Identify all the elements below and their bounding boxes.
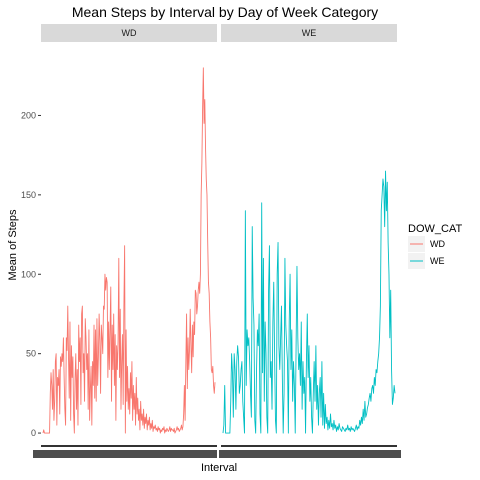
y-axis-title: Mean of Steps xyxy=(7,209,19,280)
y-tick-label: 50 xyxy=(26,349,36,359)
y-axis: 0 50 100 150 200 xyxy=(21,110,41,438)
series-line-we xyxy=(222,170,396,434)
legend-label-wd: WD xyxy=(430,239,445,249)
panel-wd xyxy=(41,44,217,441)
strip-we xyxy=(221,24,397,42)
strip-label-wd: WD xyxy=(122,28,137,38)
y-tick-label: 200 xyxy=(21,110,36,120)
series-line-wd xyxy=(42,67,216,434)
strip-wd xyxy=(41,24,217,42)
facet-we: WE xyxy=(219,24,401,458)
y-tick-label: 0 xyxy=(31,428,36,438)
legend-label-we: WE xyxy=(430,256,445,266)
x-tick-labels-wd xyxy=(33,450,217,458)
strip-label-we: WE xyxy=(302,28,317,38)
panel-we xyxy=(221,44,397,441)
x-axis-title: Interval xyxy=(201,462,237,474)
x-tick-label-band xyxy=(219,450,401,458)
facet-wd: WD xyxy=(33,24,217,458)
x-tick-labels-we xyxy=(219,450,401,458)
legend: DOW_CAT WD WE xyxy=(408,223,462,269)
series-we xyxy=(222,170,396,434)
legend-title: DOW_CAT xyxy=(408,223,462,235)
x-tick-label-band xyxy=(33,450,217,458)
y-tick-label: 150 xyxy=(21,190,36,200)
chart-title: Mean Steps by Interval by Day of Week Ca… xyxy=(72,4,378,20)
series-wd xyxy=(42,67,216,434)
y-tick-label: 100 xyxy=(21,269,36,279)
